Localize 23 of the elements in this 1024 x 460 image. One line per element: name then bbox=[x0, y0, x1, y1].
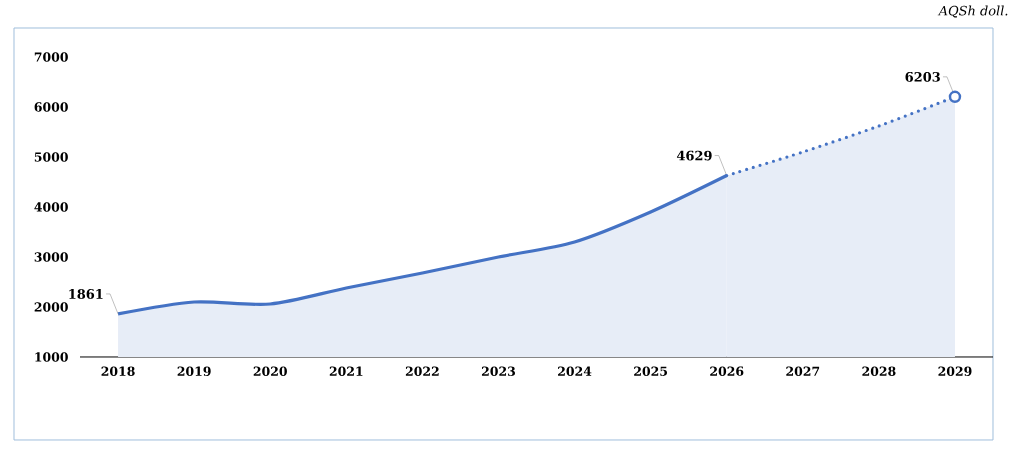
y-tick-label: 4000 bbox=[34, 202, 68, 212]
x-tick-label: 2026 bbox=[710, 366, 744, 376]
x-tick-label: 2021 bbox=[329, 366, 363, 376]
x-tick-label: 2029 bbox=[938, 366, 972, 376]
y-tick-label: 3000 bbox=[34, 252, 68, 262]
y-tick-label: 7000 bbox=[34, 52, 68, 62]
data-label: 1861 bbox=[69, 289, 103, 299]
x-tick-label: 2027 bbox=[786, 366, 820, 376]
data-label: 4629 bbox=[676, 150, 712, 161]
x-tick-label: 2028 bbox=[862, 366, 896, 376]
y-tick-label: 2000 bbox=[34, 302, 68, 312]
y-tick-label: 1000 bbox=[35, 352, 68, 362]
y-tick-label: 6000 bbox=[34, 102, 68, 112]
y-axis-title: AQSh doll. bbox=[937, 5, 1008, 18]
x-tick-label: 2024 bbox=[558, 366, 592, 376]
x-tick-label: 2018 bbox=[101, 366, 135, 376]
x-tick-label: 2020 bbox=[253, 366, 287, 376]
data-label: 6203 bbox=[905, 71, 940, 82]
x-tick-label: 2023 bbox=[481, 366, 516, 376]
x-tick-label: 2019 bbox=[177, 366, 211, 376]
x-tick-label: 2022 bbox=[405, 366, 439, 376]
x-tick-label: 2025 bbox=[634, 366, 668, 376]
y-tick-label: 5000 bbox=[34, 152, 68, 162]
